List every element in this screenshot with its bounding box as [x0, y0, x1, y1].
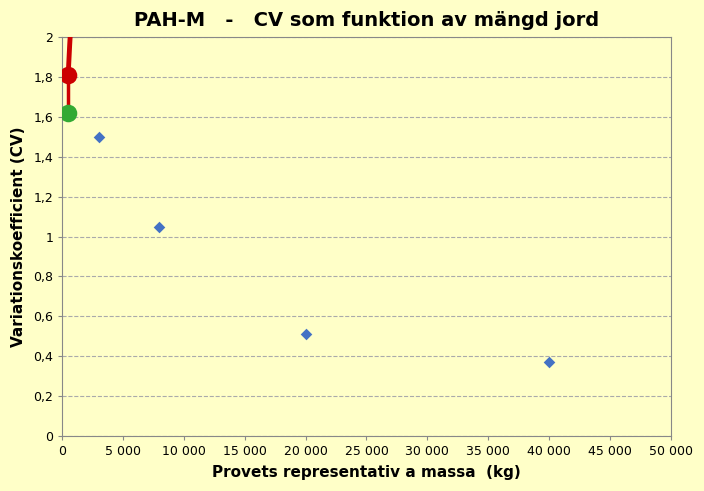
- Point: [300, 330, 311, 338]
- Point: [93, 133, 104, 141]
- Point: [543, 358, 555, 366]
- X-axis label: Provets representativ a massa  (kg): Provets representativ a massa (kg): [212, 465, 521, 480]
- Point: [154, 223, 165, 231]
- Y-axis label: Variationskoefficient (CV): Variationskoefficient (CV): [11, 126, 26, 347]
- Point: [63, 109, 74, 117]
- Point: [63, 71, 74, 79]
- Title: PAH-M   -   CV som funktion av mängd jord: PAH-M - CV som funktion av mängd jord: [134, 11, 599, 30]
